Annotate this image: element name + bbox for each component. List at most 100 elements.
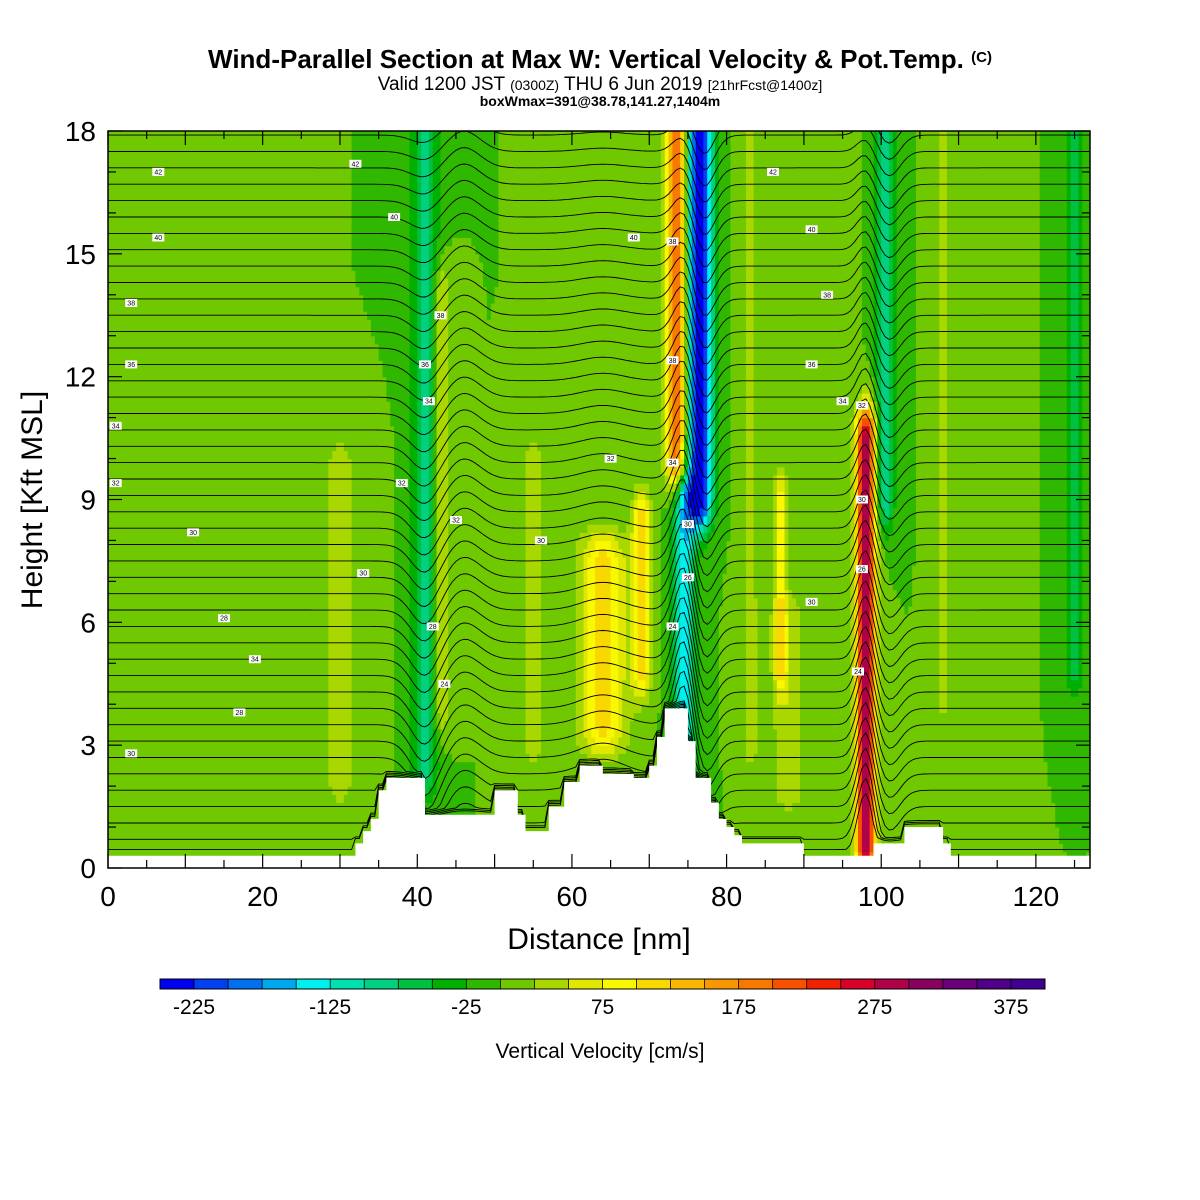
heat-cell	[247, 647, 251, 656]
heat-cell	[120, 729, 124, 738]
heat-cell	[185, 385, 189, 394]
heat-cell	[263, 598, 267, 607]
heat-cell	[259, 811, 263, 820]
heat-cell	[259, 368, 263, 377]
heat-cell	[181, 368, 185, 377]
heat-cell	[236, 303, 240, 312]
heat-cell	[197, 205, 201, 214]
heat-cell	[158, 729, 162, 738]
heat-cell	[174, 811, 178, 820]
heat-cell	[189, 778, 193, 787]
heat-cell	[123, 483, 127, 492]
heat-cell	[228, 434, 232, 443]
heat-cell	[127, 336, 131, 345]
heat-cell	[205, 270, 209, 279]
heat-cell	[162, 631, 166, 640]
heat-cell	[131, 450, 135, 459]
heat-cell	[112, 549, 116, 558]
heat-cell	[123, 500, 127, 509]
heat-cell	[239, 270, 243, 279]
heat-cell	[158, 254, 162, 263]
heat-cell	[239, 549, 243, 558]
heat-cell	[263, 516, 267, 525]
heat-cell	[205, 336, 209, 345]
heat-cell	[181, 434, 185, 443]
heat-cell	[162, 319, 166, 328]
heat-cell	[116, 500, 120, 509]
heat-cell	[170, 516, 174, 525]
heat-cell	[112, 663, 116, 672]
heat-cell	[158, 745, 162, 754]
heat-cell	[197, 827, 201, 836]
heat-cell	[158, 368, 162, 377]
heat-cell	[243, 647, 247, 656]
heat-cell	[216, 336, 220, 345]
heat-cell	[243, 696, 247, 705]
heat-cell	[127, 794, 131, 803]
heat-cell	[116, 434, 120, 443]
heat-cell	[228, 811, 232, 820]
heat-cell	[224, 385, 228, 394]
heat-cell	[193, 450, 197, 459]
heat-cell	[212, 303, 216, 312]
heat-cell	[174, 336, 178, 345]
heat-cell	[259, 598, 263, 607]
heat-cell	[209, 745, 213, 754]
heat-cell	[135, 843, 139, 852]
heat-cell	[166, 303, 170, 312]
heat-cell	[259, 287, 263, 296]
heat-cell	[224, 696, 228, 705]
heat-cell	[120, 778, 124, 787]
heat-cell	[154, 680, 158, 689]
heat-cell	[189, 581, 193, 590]
heat-cell	[151, 598, 155, 607]
heat-cell	[212, 532, 216, 541]
heat-cell	[209, 794, 213, 803]
heat-cell	[120, 172, 124, 181]
heat-cell	[112, 745, 116, 754]
heat-cell	[251, 303, 255, 312]
heat-cell	[131, 581, 135, 590]
heat-cell	[162, 827, 166, 836]
heat-cell	[131, 368, 135, 377]
heat-cell	[216, 647, 220, 656]
heat-cell	[263, 549, 267, 558]
heat-cell	[135, 631, 139, 640]
heat-cell	[243, 287, 247, 296]
heat-cell	[232, 516, 236, 525]
heat-cell	[123, 237, 127, 246]
heat-cell	[216, 532, 220, 541]
heat-cell	[243, 500, 247, 509]
heat-cell	[178, 827, 182, 836]
heat-cell	[127, 696, 131, 705]
heat-cell	[158, 696, 162, 705]
heat-cell	[232, 549, 236, 558]
heat-cell	[247, 696, 251, 705]
heat-cell	[255, 221, 259, 230]
heat-cell	[135, 811, 139, 820]
heat-cell	[255, 287, 259, 296]
heat-cell	[193, 745, 197, 754]
heat-cell	[112, 270, 116, 279]
heat-cell	[112, 221, 116, 230]
heat-cell	[220, 237, 224, 246]
heat-cell	[178, 631, 182, 640]
heat-cell	[228, 565, 232, 574]
heat-cell	[158, 303, 162, 312]
heat-cell	[166, 237, 170, 246]
heat-cell	[263, 729, 267, 738]
heat-cell	[143, 483, 147, 492]
heat-cell	[185, 450, 189, 459]
heat-cell	[158, 581, 162, 590]
heat-cell	[162, 467, 166, 476]
heat-cell	[123, 712, 127, 721]
heat-cell	[205, 287, 209, 296]
heat-cell	[201, 598, 205, 607]
heat-cell	[162, 729, 166, 738]
heat-cell	[243, 663, 247, 672]
heat-cell	[170, 696, 174, 705]
heat-cell	[216, 401, 220, 410]
heat-cell	[232, 729, 236, 738]
heat-cell	[127, 565, 131, 574]
heat-cell	[162, 156, 166, 165]
